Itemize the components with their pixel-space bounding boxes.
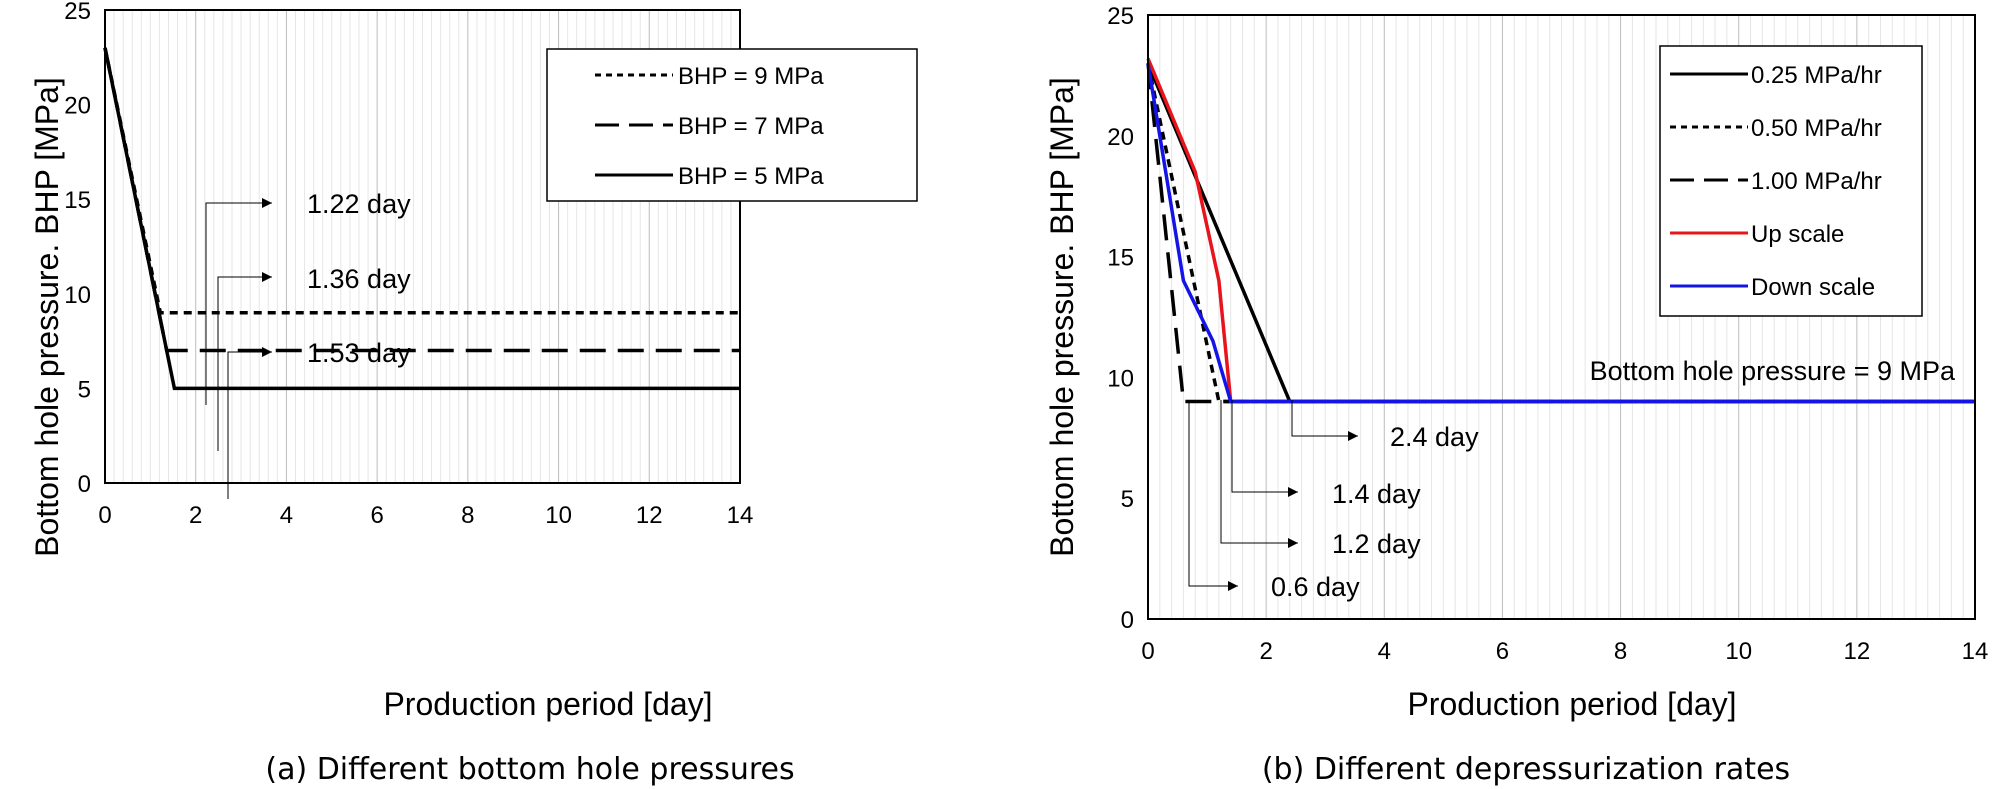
chart-b-annotation-1: 2.4 day: [1390, 422, 1479, 452]
chart-a-series: [103, 47, 740, 391]
chart-b-caption: (b) Different depressurization rates: [1262, 752, 1790, 787]
chart-b-y-ticks: 0 5 10 15 20 25: [1107, 3, 1134, 634]
y-tick-label: 20: [64, 93, 91, 120]
chart-b-legend-label-025: 0.25 MPa/hr: [1751, 62, 1882, 89]
y-tick-label: 25: [64, 0, 91, 25]
y-tick-label: 0: [1121, 607, 1134, 634]
x-tick-label: 2: [1259, 638, 1272, 665]
y-tick-label: 10: [1107, 365, 1134, 392]
chart-a: 0 2 4 6 8 10 12 14 0 5 10 15 20 25 Production period…: [29, 0, 918, 787]
chart-b-annotation-4: 0.6 day: [1271, 572, 1360, 602]
chart-b-plot-frame: [1147, 14, 1976, 620]
chart-b: 0 2 4 6 8 10 12 14 0 5 10 15 20 25 Production period…: [1044, 3, 1988, 787]
chart-a-legend-label-bhp5: BHP = 5 MPa: [678, 163, 824, 190]
x-tick-label: 4: [280, 502, 293, 529]
y-tick-label: 5: [1121, 486, 1134, 513]
chart-a-annotation-leader-3: [227, 347, 272, 499]
chart-b-annotation-bhp: Bottom hole pressure = 9 MPa: [1590, 356, 1956, 386]
series-line-bhp-5-mpa: [103, 47, 740, 391]
y-tick-label: 25: [1107, 3, 1134, 30]
chart-b-annotation-leader-2: [1231, 400, 1298, 497]
y-tick-label: 10: [64, 282, 91, 309]
x-tick-label: 10: [1725, 638, 1752, 665]
chart-a-annotation-2: 1.36 day: [307, 264, 411, 294]
y-tick-label: 15: [64, 187, 91, 214]
x-tick-label: 4: [1378, 638, 1391, 665]
chart-b-x-ticks: 0 2 4 6 8 10 12 14: [1141, 638, 1988, 665]
x-tick-label: 0: [98, 502, 111, 529]
x-tick-label: 14: [727, 502, 754, 529]
chart-b-legend-label-up: Up scale: [1751, 221, 1844, 248]
chart-a-caption: (a) Different bottom hole pressures: [265, 752, 794, 787]
chart-a-legend-label-bhp7: BHP = 7 MPa: [678, 113, 824, 140]
chart-a-legend: BHP = 9 MPa BHP = 7 MPa BHP = 5 MPa: [546, 48, 918, 202]
y-tick-label: 15: [1107, 245, 1134, 272]
chart-b-annotation-3: 1.2 day: [1332, 529, 1421, 559]
x-tick-label: 10: [545, 502, 572, 529]
chart-a-annotations: 1.22 day 1.36 day 1.53 day: [205, 189, 411, 499]
x-tick-label: 6: [370, 502, 383, 529]
y-tick-label: 5: [78, 376, 91, 403]
chart-a-x-axis-label: Production period [day]: [383, 686, 712, 722]
chart-b-x-axis-label: Production period [day]: [1407, 686, 1736, 722]
chart-b-legend-label-down: Down scale: [1751, 274, 1875, 301]
chart-b-legend-label-050: 0.50 MPa/hr: [1751, 115, 1882, 142]
x-tick-label: 2: [189, 502, 202, 529]
chart-a-annotation-leader-2: [217, 272, 272, 451]
chart-b-legend: 0.25 MPa/hr 0.50 MPa/hr 1.00 MPa/hr Up s…: [1659, 45, 1923, 317]
chart-b-series: [1146, 57, 1975, 404]
series-line-down-scale: [1146, 63, 1975, 404]
chart-b-annotation-leader-4: [1188, 400, 1238, 591]
chart-a-y-axis-label: Bottom hole pressure. BHP [MPa]: [29, 77, 65, 557]
chart-a-plot-frame: [104, 9, 741, 484]
x-tick-label: 8: [1614, 638, 1627, 665]
chart-a-y-ticks: 0 5 10 15 20 25: [64, 0, 91, 498]
chart-b-annotation-leader-3: [1220, 400, 1298, 548]
chart-a-annotation-1: 1.22 day: [307, 189, 411, 219]
x-tick-label: 12: [1844, 638, 1871, 665]
chart-b-annotations: Bottom hole pressure = 9 MPa 2.4 day 1.4…: [1188, 356, 1956, 602]
chart-a-annotation-3: 1.53 day: [307, 338, 411, 368]
x-tick-label: 12: [636, 502, 663, 529]
x-tick-label: 0: [1141, 638, 1154, 665]
chart-b-y-axis-label: Bottom hole pressure. BHP [MPa]: [1044, 77, 1080, 557]
y-tick-label: 20: [1107, 124, 1134, 151]
chart-a-legend-label-bhp9: BHP = 9 MPa: [678, 63, 824, 90]
chart-b-annotation-leader-1: [1291, 400, 1358, 441]
x-tick-label: 6: [1496, 638, 1509, 665]
series-line-0-50-mpa-hr: [1146, 62, 1975, 404]
chart-a-x-ticks: 0 2 4 6 8 10 12 14: [98, 502, 753, 529]
chart-b-legend-label-100: 1.00 MPa/hr: [1751, 168, 1882, 195]
y-tick-label: 0: [78, 471, 91, 498]
chart-b-legend-box: [1659, 45, 1923, 317]
chart-b-annotation-2: 1.4 day: [1332, 479, 1421, 509]
chart-a-annotation-leader-1: [205, 198, 272, 405]
x-tick-label: 8: [461, 502, 474, 529]
x-tick-label: 14: [1962, 638, 1989, 665]
